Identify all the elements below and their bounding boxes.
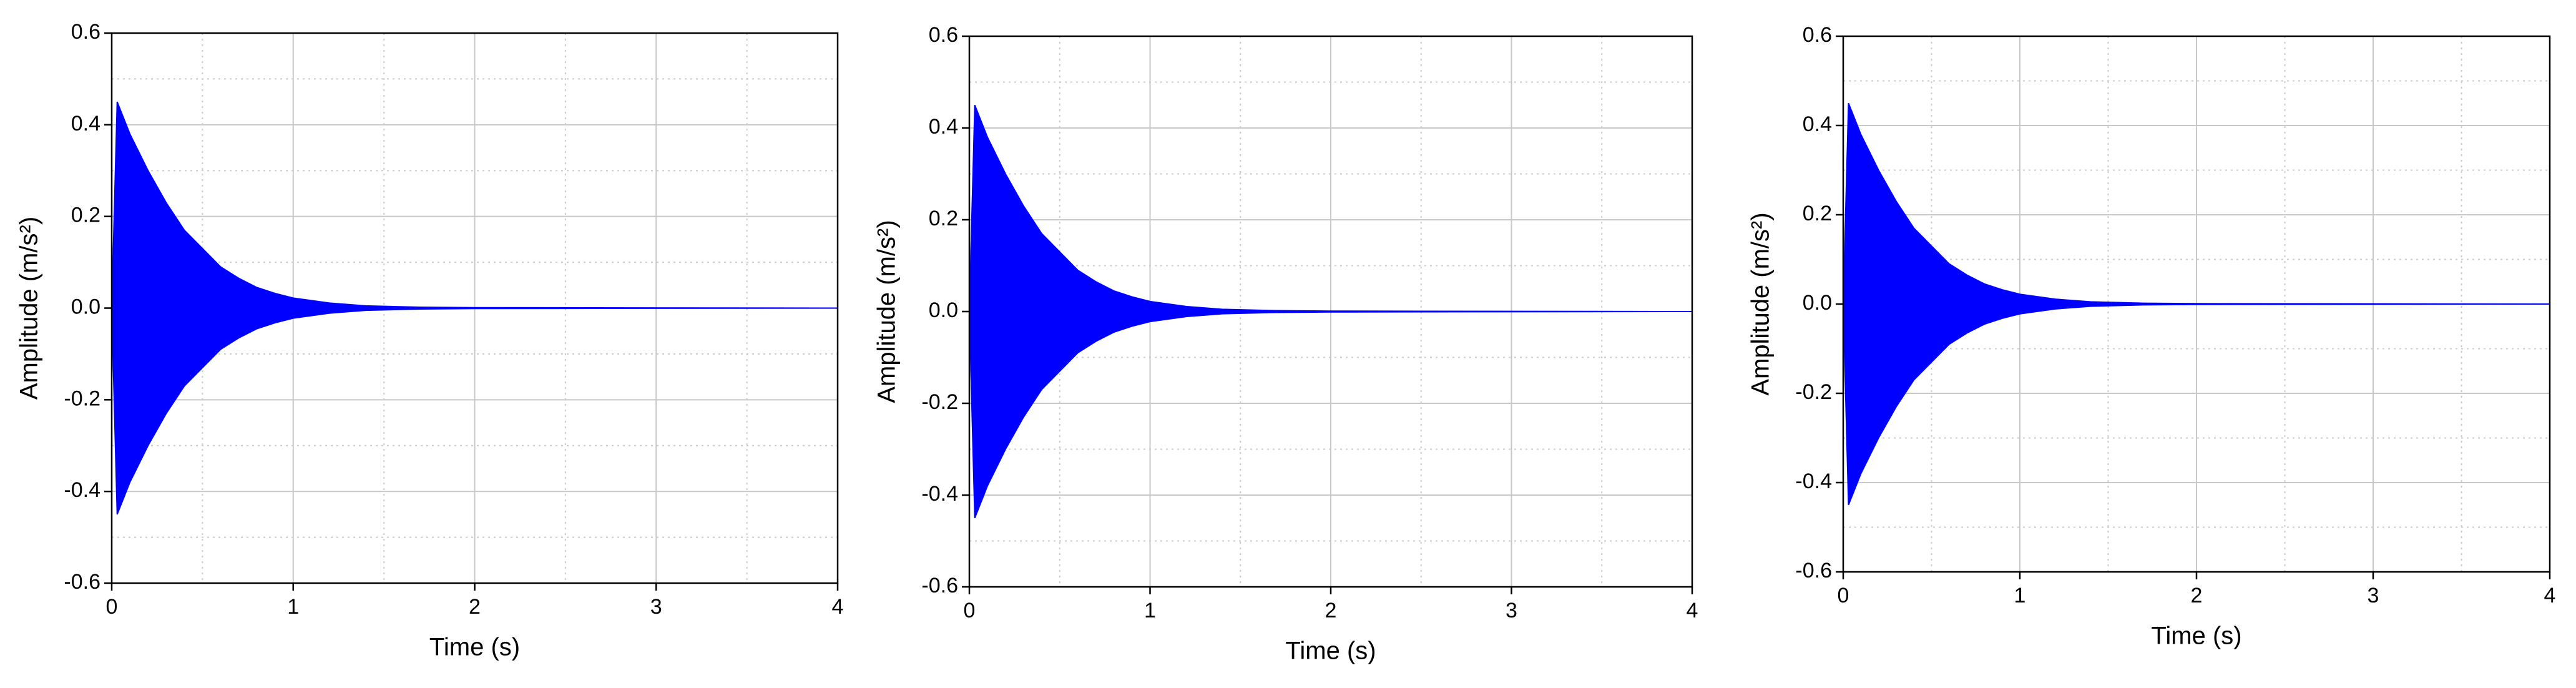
y-tick-label: 0.6 — [1803, 23, 1832, 47]
y-tick-label: 0.4 — [929, 115, 958, 139]
signal-area — [968, 311, 1693, 519]
x-axis-title: Time (s) — [429, 634, 520, 661]
x-tick-label: 1 — [287, 595, 299, 619]
x-tick-label: 1 — [2014, 584, 2026, 607]
y-tick-label: 0.4 — [71, 112, 100, 135]
y-tick-label: -0.6 — [64, 570, 100, 594]
y-axis-title: Amplitude (m/s²) — [1747, 212, 1775, 395]
y-axis-title: Amplitude (m/s²) — [16, 217, 43, 400]
plot-frame — [110, 32, 839, 584]
y-tick-label: -0.2 — [64, 386, 100, 410]
x-tick-label: 3 — [650, 595, 662, 619]
y-tick-label: 0.0 — [1803, 291, 1832, 315]
x-tick-label: 4 — [1687, 599, 1698, 622]
signal-area — [1842, 102, 2550, 305]
plot-frame — [968, 35, 1693, 588]
signal-area — [110, 101, 838, 309]
y-tick-label: -0.6 — [921, 574, 958, 597]
x-axis-title: Time (s) — [2151, 622, 2241, 650]
signal-area — [110, 307, 838, 515]
y-tick-label: -0.4 — [921, 482, 958, 506]
x-tick-label: 4 — [832, 595, 844, 619]
x-tick-label: 1 — [1144, 599, 1156, 622]
y-tick-label: -0.4 — [64, 478, 100, 502]
y-tick-label: 0.6 — [929, 23, 958, 47]
y-tick-label: -0.6 — [1795, 559, 1832, 582]
y-tick-label: -0.4 — [1795, 469, 1832, 493]
y-tick-label: 0.2 — [71, 204, 100, 227]
y-tick-label: 0.0 — [71, 295, 100, 318]
x-tick-label: 2 — [469, 595, 481, 619]
signal-area — [1842, 303, 2550, 506]
y-tick-label: -0.2 — [1795, 380, 1832, 404]
signal-area — [968, 104, 1693, 312]
y-tick-label: 0.2 — [1803, 202, 1832, 225]
x-tick-label: 3 — [2368, 584, 2379, 607]
x-tick-label: 0 — [106, 595, 118, 619]
x-tick-label: 4 — [2544, 584, 2556, 607]
y-tick-label: -0.2 — [921, 390, 958, 414]
y-tick-label: 0.4 — [1803, 112, 1832, 136]
y-tick-label: 0.6 — [71, 20, 100, 44]
y-tick-label: 0.2 — [929, 207, 958, 230]
x-tick-label: 0 — [1838, 584, 1849, 607]
x-tick-label: 0 — [964, 599, 976, 622]
x-tick-label: 2 — [2191, 584, 2203, 607]
x-tick-label: 2 — [1325, 599, 1337, 622]
y-axis-title: Amplitude (m/s²) — [873, 220, 901, 403]
x-axis-title: Time (s) — [1285, 637, 1376, 665]
plot-frame — [1842, 35, 2551, 573]
y-tick-label: 0.0 — [929, 298, 958, 322]
x-tick-label: 3 — [1506, 599, 1517, 622]
